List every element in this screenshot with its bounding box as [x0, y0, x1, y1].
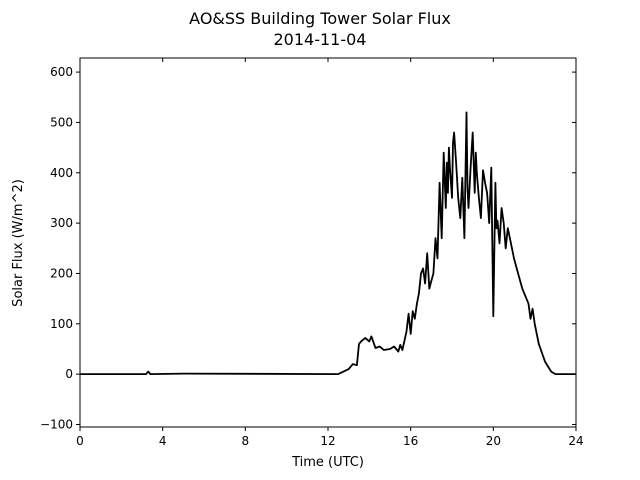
x-tick-label: 8 — [242, 434, 250, 448]
solar-flux-line — [80, 111, 576, 375]
y-tick-label: 100 — [50, 317, 73, 331]
y-tick-label: 300 — [50, 216, 73, 230]
x-axis-label: Time (UTC) — [291, 455, 364, 470]
plot-frame — [79, 57, 577, 428]
x-tick-label: 20 — [486, 434, 501, 448]
y-tick-label: −100 — [40, 417, 73, 431]
y-tick-label: 0 — [65, 367, 73, 381]
chart-subtitle: 2014-11-04 — [274, 30, 367, 49]
y-tick-label: 400 — [50, 166, 73, 180]
y-tick-label: 500 — [50, 115, 73, 129]
chart-title: AO&SS Building Tower Solar Flux — [189, 9, 451, 28]
x-tick-label: 0 — [76, 434, 84, 448]
y-tick-label: 600 — [50, 65, 73, 79]
x-tick-label: 4 — [159, 434, 167, 448]
series-group — [80, 111, 576, 375]
x-tick-label: 16 — [403, 434, 418, 448]
y-tick-label: 200 — [50, 266, 73, 280]
y-axis-label: Solar Flux (W/m^2) — [11, 179, 26, 307]
x-tick-label: 12 — [320, 434, 335, 448]
x-tick-label: 24 — [568, 434, 583, 448]
